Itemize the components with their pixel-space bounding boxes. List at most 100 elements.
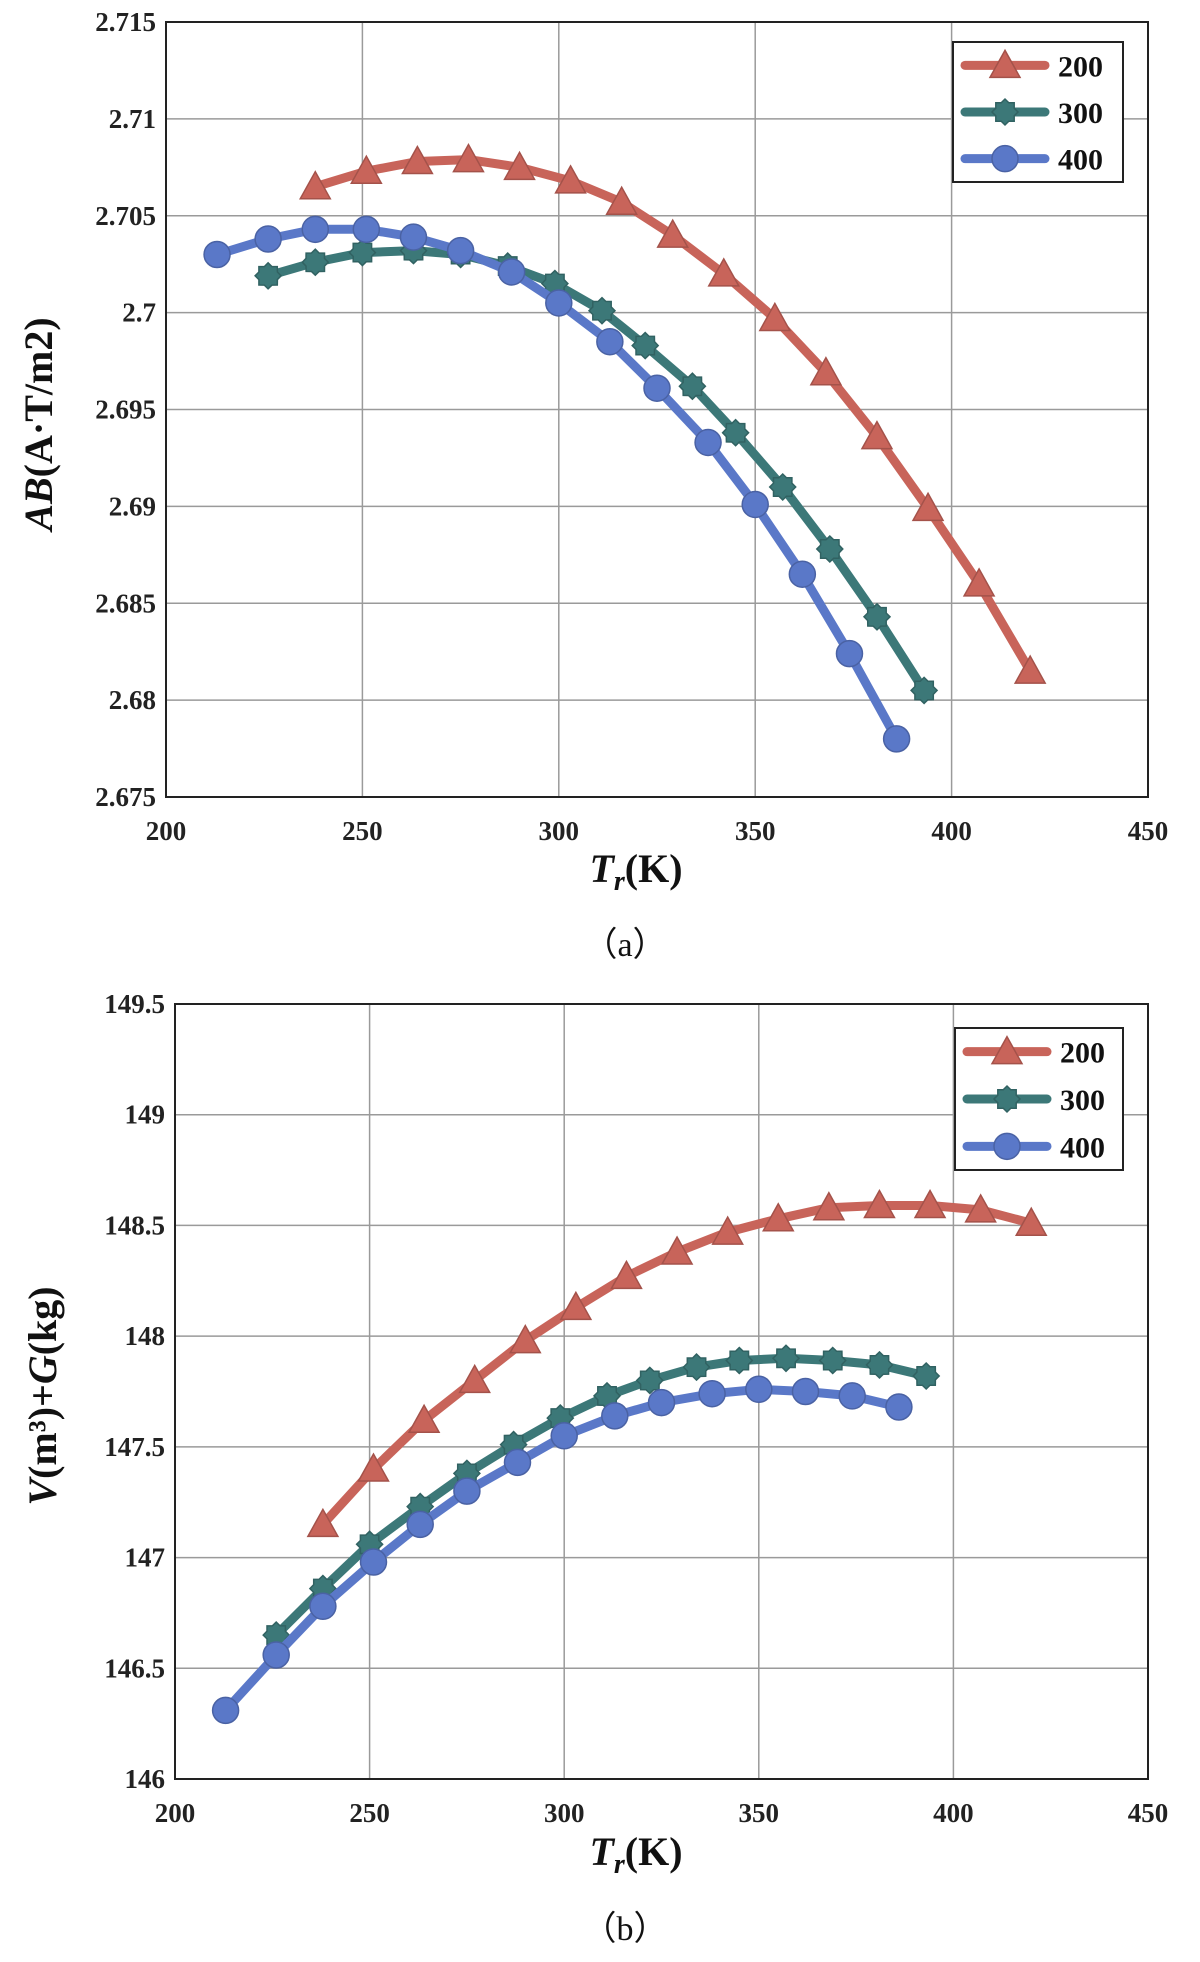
legend-b: 200 300 400 (954, 1027, 1124, 1171)
data-point-400 (446, 236, 475, 265)
plot-frame-a (165, 21, 1149, 798)
y-tick-label: 2.685 (95, 588, 156, 618)
data-point-200 (452, 143, 485, 173)
data-point-400 (694, 428, 722, 457)
data-point-200 (913, 1188, 947, 1219)
data-point-200 (401, 144, 434, 175)
y-ticks-a: 2.675 2.68 2.685 2.69 2.695 2.7 2.705 2.71 2.715 (95, 7, 156, 812)
data-point-200 (863, 1188, 896, 1219)
data-point-400 (885, 1393, 913, 1421)
chart-panel-b: 200 250 300 350 400 450 146146.5147147.514814… (20, 989, 1168, 1948)
x-tick-label: 200 (155, 1798, 196, 1828)
data-point-300 (301, 248, 330, 277)
series-200 (306, 1188, 1048, 1538)
y-tick-label: 2.715 (95, 7, 156, 37)
data-point-400 (838, 1382, 866, 1410)
series-group-a (203, 143, 1047, 753)
data-point-400 (406, 1510, 434, 1539)
x-tick-label: 300 (544, 1798, 585, 1828)
legend-label-300: 300 (1058, 97, 1103, 130)
x-tick-label: 350 (739, 1798, 780, 1828)
legend-marker-400 (993, 1132, 1021, 1161)
legend-a: 200 300 400 (952, 41, 1124, 183)
data-point-300 (815, 534, 844, 564)
data-point-300 (635, 1366, 664, 1395)
data-point-400 (309, 1592, 337, 1621)
x-axis-label-b: Tr(K) (589, 1829, 682, 1880)
data-point-200 (1014, 1206, 1048, 1236)
y-axis-label-b: V(m³)+G(kg) (20, 1286, 65, 1505)
x-tick-label: 450 (1128, 816, 1169, 846)
data-point-400 (497, 258, 526, 286)
y-tick-label: 2.705 (95, 201, 156, 231)
data-point-400 (698, 1379, 726, 1408)
series-200 (298, 143, 1047, 684)
data-point-200 (509, 1324, 542, 1354)
x-tick-label: 250 (349, 1798, 390, 1828)
legend-item-400: 400 (962, 1131, 1105, 1164)
x-tick-label: 350 (735, 816, 776, 846)
data-point-200 (812, 1191, 846, 1221)
data-point-400 (254, 225, 282, 253)
data-point-400 (791, 1377, 820, 1406)
data-point-200 (559, 1290, 593, 1321)
data-point-400 (550, 1422, 578, 1450)
data-point-200 (809, 356, 843, 386)
data-point-300 (631, 331, 660, 360)
data-point-400 (835, 639, 864, 668)
y-tick-label: 2.695 (95, 395, 156, 425)
data-point-300 (682, 1353, 711, 1382)
x-tick-label: 300 (539, 816, 580, 846)
legend-marker-400 (991, 144, 1019, 173)
x-tick-label: 250 (342, 816, 383, 846)
data-point-400 (647, 1388, 676, 1417)
y-tick-label: 147.5 (104, 1432, 165, 1462)
y-tick-label: 146 (125, 1764, 166, 1794)
data-point-200 (962, 567, 996, 597)
x-tick-label: 400 (931, 816, 972, 846)
legend-marker-200 (988, 48, 1022, 79)
x-ticks-b: 200 250 300 350 400 450 (155, 1798, 1169, 1828)
data-point-400 (359, 1548, 388, 1576)
y-tick-label: 149.5 (104, 989, 165, 1019)
legend-item-200: 200 (962, 1035, 1105, 1070)
legend-label-200: 200 (1058, 50, 1103, 83)
series-400 (203, 215, 911, 753)
data-point-400 (741, 490, 769, 519)
data-point-300 (862, 602, 892, 631)
x-axis-label-a: Tr(K) (589, 846, 682, 897)
data-point-300 (771, 1344, 801, 1373)
data-point-300 (912, 1361, 941, 1391)
y-tick-label: 2.675 (95, 782, 156, 812)
legend-label-400: 400 (1060, 1131, 1105, 1164)
y-ticks-b: 146 146.5 147 147.5 148 148.5 149 149.5 (104, 989, 165, 1794)
legend-item-300: 300 (962, 1084, 1105, 1117)
data-point-200 (610, 1259, 643, 1290)
y-tick-label: 2.68 (109, 685, 156, 715)
series-group-b (211, 1188, 1048, 1725)
data-point-400 (596, 327, 624, 356)
data-point-400 (453, 1477, 481, 1505)
data-point-200 (503, 150, 536, 181)
data-point-200 (761, 1202, 795, 1232)
data-point-400 (788, 560, 817, 588)
y-tick-label: 2.71 (109, 104, 156, 134)
data-point-200 (298, 170, 332, 200)
data-point-200 (860, 420, 894, 450)
data-point-400 (352, 215, 381, 244)
data-point-200 (357, 1452, 390, 1482)
data-point-200 (554, 164, 587, 194)
data-point-400 (301, 215, 330, 244)
x-tick-label: 200 (146, 816, 187, 846)
data-point-400 (399, 223, 428, 251)
y-axis-label-a: AB(A·T/m2) (16, 317, 61, 533)
series-400 (211, 1375, 913, 1725)
y-tick-label: 147 (125, 1543, 166, 1573)
legend-item-400: 400 (960, 144, 1103, 177)
plot-frame-b (174, 1003, 1149, 1780)
legend-marker-300 (990, 97, 1020, 127)
legend-item-300: 300 (960, 97, 1103, 130)
data-point-200 (407, 1403, 441, 1434)
x-tick-label: 450 (1128, 1798, 1169, 1828)
data-point-200 (605, 185, 638, 215)
